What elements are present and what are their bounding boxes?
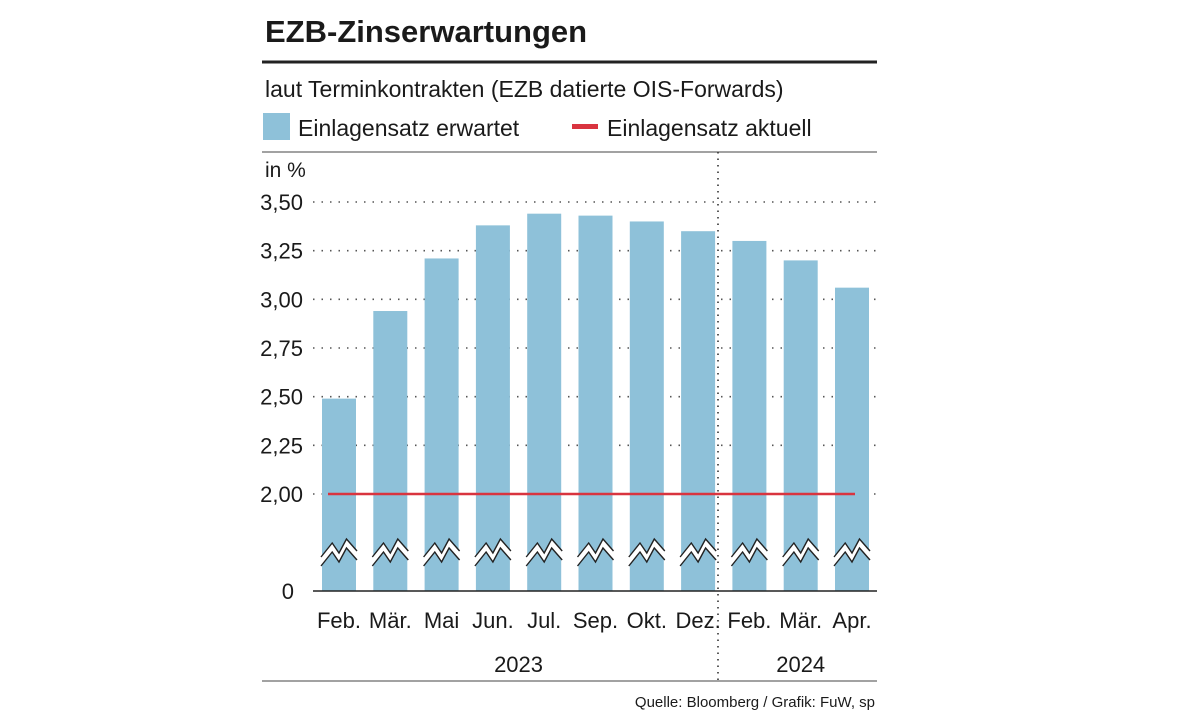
x-axis-labels: Feb. Mär. Mai Jun. Jul. Sep. Okt. Dez. Feb. Mär. A… bbox=[317, 608, 872, 633]
legend: Einlagensatz erwartet Einlagensatz aktue… bbox=[263, 113, 812, 141]
x-tick-label: Feb. bbox=[727, 608, 771, 633]
y-tick-label: 2,25 bbox=[260, 433, 303, 458]
break-line bbox=[474, 546, 512, 567]
year-label: 2023 bbox=[494, 652, 543, 677]
break-line bbox=[320, 537, 358, 558]
x-tick-label: Sep. bbox=[573, 608, 618, 633]
x-tick-label: Feb. bbox=[317, 608, 361, 633]
legend-swatch-expected bbox=[263, 113, 290, 140]
year-labels: 2023 2024 bbox=[494, 652, 825, 677]
break-gap bbox=[834, 539, 870, 566]
break-line bbox=[628, 546, 666, 567]
break-gap bbox=[526, 539, 563, 566]
bar bbox=[424, 258, 459, 591]
bar bbox=[732, 240, 767, 591]
bars bbox=[322, 213, 869, 592]
y-tick-zero: 0 bbox=[282, 579, 294, 604]
break-line bbox=[576, 546, 615, 567]
x-tick-label: Okt. bbox=[627, 608, 667, 633]
break-line bbox=[679, 537, 717, 558]
bar bbox=[783, 260, 818, 591]
axis-break-marks bbox=[320, 537, 871, 567]
break-line bbox=[782, 537, 820, 558]
break-line bbox=[525, 546, 563, 567]
bar bbox=[835, 287, 869, 591]
break-line bbox=[833, 546, 871, 567]
x-tick-label: Mär. bbox=[779, 608, 822, 633]
break-line bbox=[423, 546, 461, 567]
source-note: Quelle: Bloomberg / Grafik: FuW, sp bbox=[635, 694, 875, 711]
chart-subtitle: laut Terminkontrakten (EZB datierte OIS-… bbox=[265, 76, 784, 102]
break-gap bbox=[680, 539, 717, 566]
break-line bbox=[474, 537, 512, 558]
break-line bbox=[679, 546, 717, 567]
bar bbox=[475, 225, 510, 592]
break-line bbox=[525, 537, 563, 558]
x-tick-label: Mär. bbox=[369, 608, 412, 633]
break-gap bbox=[628, 539, 665, 566]
break-line bbox=[371, 546, 409, 567]
year-label: 2024 bbox=[776, 652, 825, 677]
legend-label-expected: Einlagensatz erwartet bbox=[298, 115, 520, 141]
break-gap bbox=[372, 539, 409, 566]
y-tick-label: 2,00 bbox=[260, 482, 303, 507]
y-tick-label: 3,00 bbox=[260, 287, 303, 312]
break-line bbox=[371, 537, 409, 558]
break-line bbox=[833, 537, 871, 558]
break-line bbox=[730, 537, 768, 558]
y-tick-label: 3,50 bbox=[260, 190, 303, 215]
y-tick-label: 3,25 bbox=[260, 239, 303, 264]
break-line bbox=[576, 537, 615, 558]
y-unit-label: in % bbox=[265, 159, 306, 182]
x-tick-label: Mai bbox=[424, 608, 459, 633]
break-gap bbox=[577, 539, 614, 566]
break-line bbox=[320, 546, 358, 567]
break-gap bbox=[474, 539, 511, 566]
break-line bbox=[423, 537, 461, 558]
chart-title: EZB-Zinserwartungen bbox=[265, 14, 587, 49]
break-gap bbox=[321, 539, 357, 566]
y-axis-ticks: 3,50 3,25 3,00 2,75 2,50 2,25 2,00 bbox=[260, 190, 303, 507]
bar bbox=[681, 231, 716, 591]
break-line bbox=[628, 537, 666, 558]
y-tick-label: 2,75 bbox=[260, 336, 303, 361]
legend-label-current: Einlagensatz aktuell bbox=[607, 115, 812, 141]
bar bbox=[578, 215, 613, 592]
bar bbox=[629, 221, 664, 591]
x-tick-label: Apr. bbox=[832, 608, 871, 633]
x-tick-label: Jun. bbox=[472, 608, 514, 633]
x-tick-label: Dez. bbox=[675, 608, 720, 633]
break-gap bbox=[782, 539, 819, 566]
x-tick-label: Jul. bbox=[527, 608, 561, 633]
break-line bbox=[730, 546, 768, 567]
y-tick-label: 2,50 bbox=[260, 385, 303, 410]
break-line bbox=[782, 546, 820, 567]
legend-swatch-current bbox=[572, 124, 598, 129]
bar bbox=[527, 213, 562, 591]
